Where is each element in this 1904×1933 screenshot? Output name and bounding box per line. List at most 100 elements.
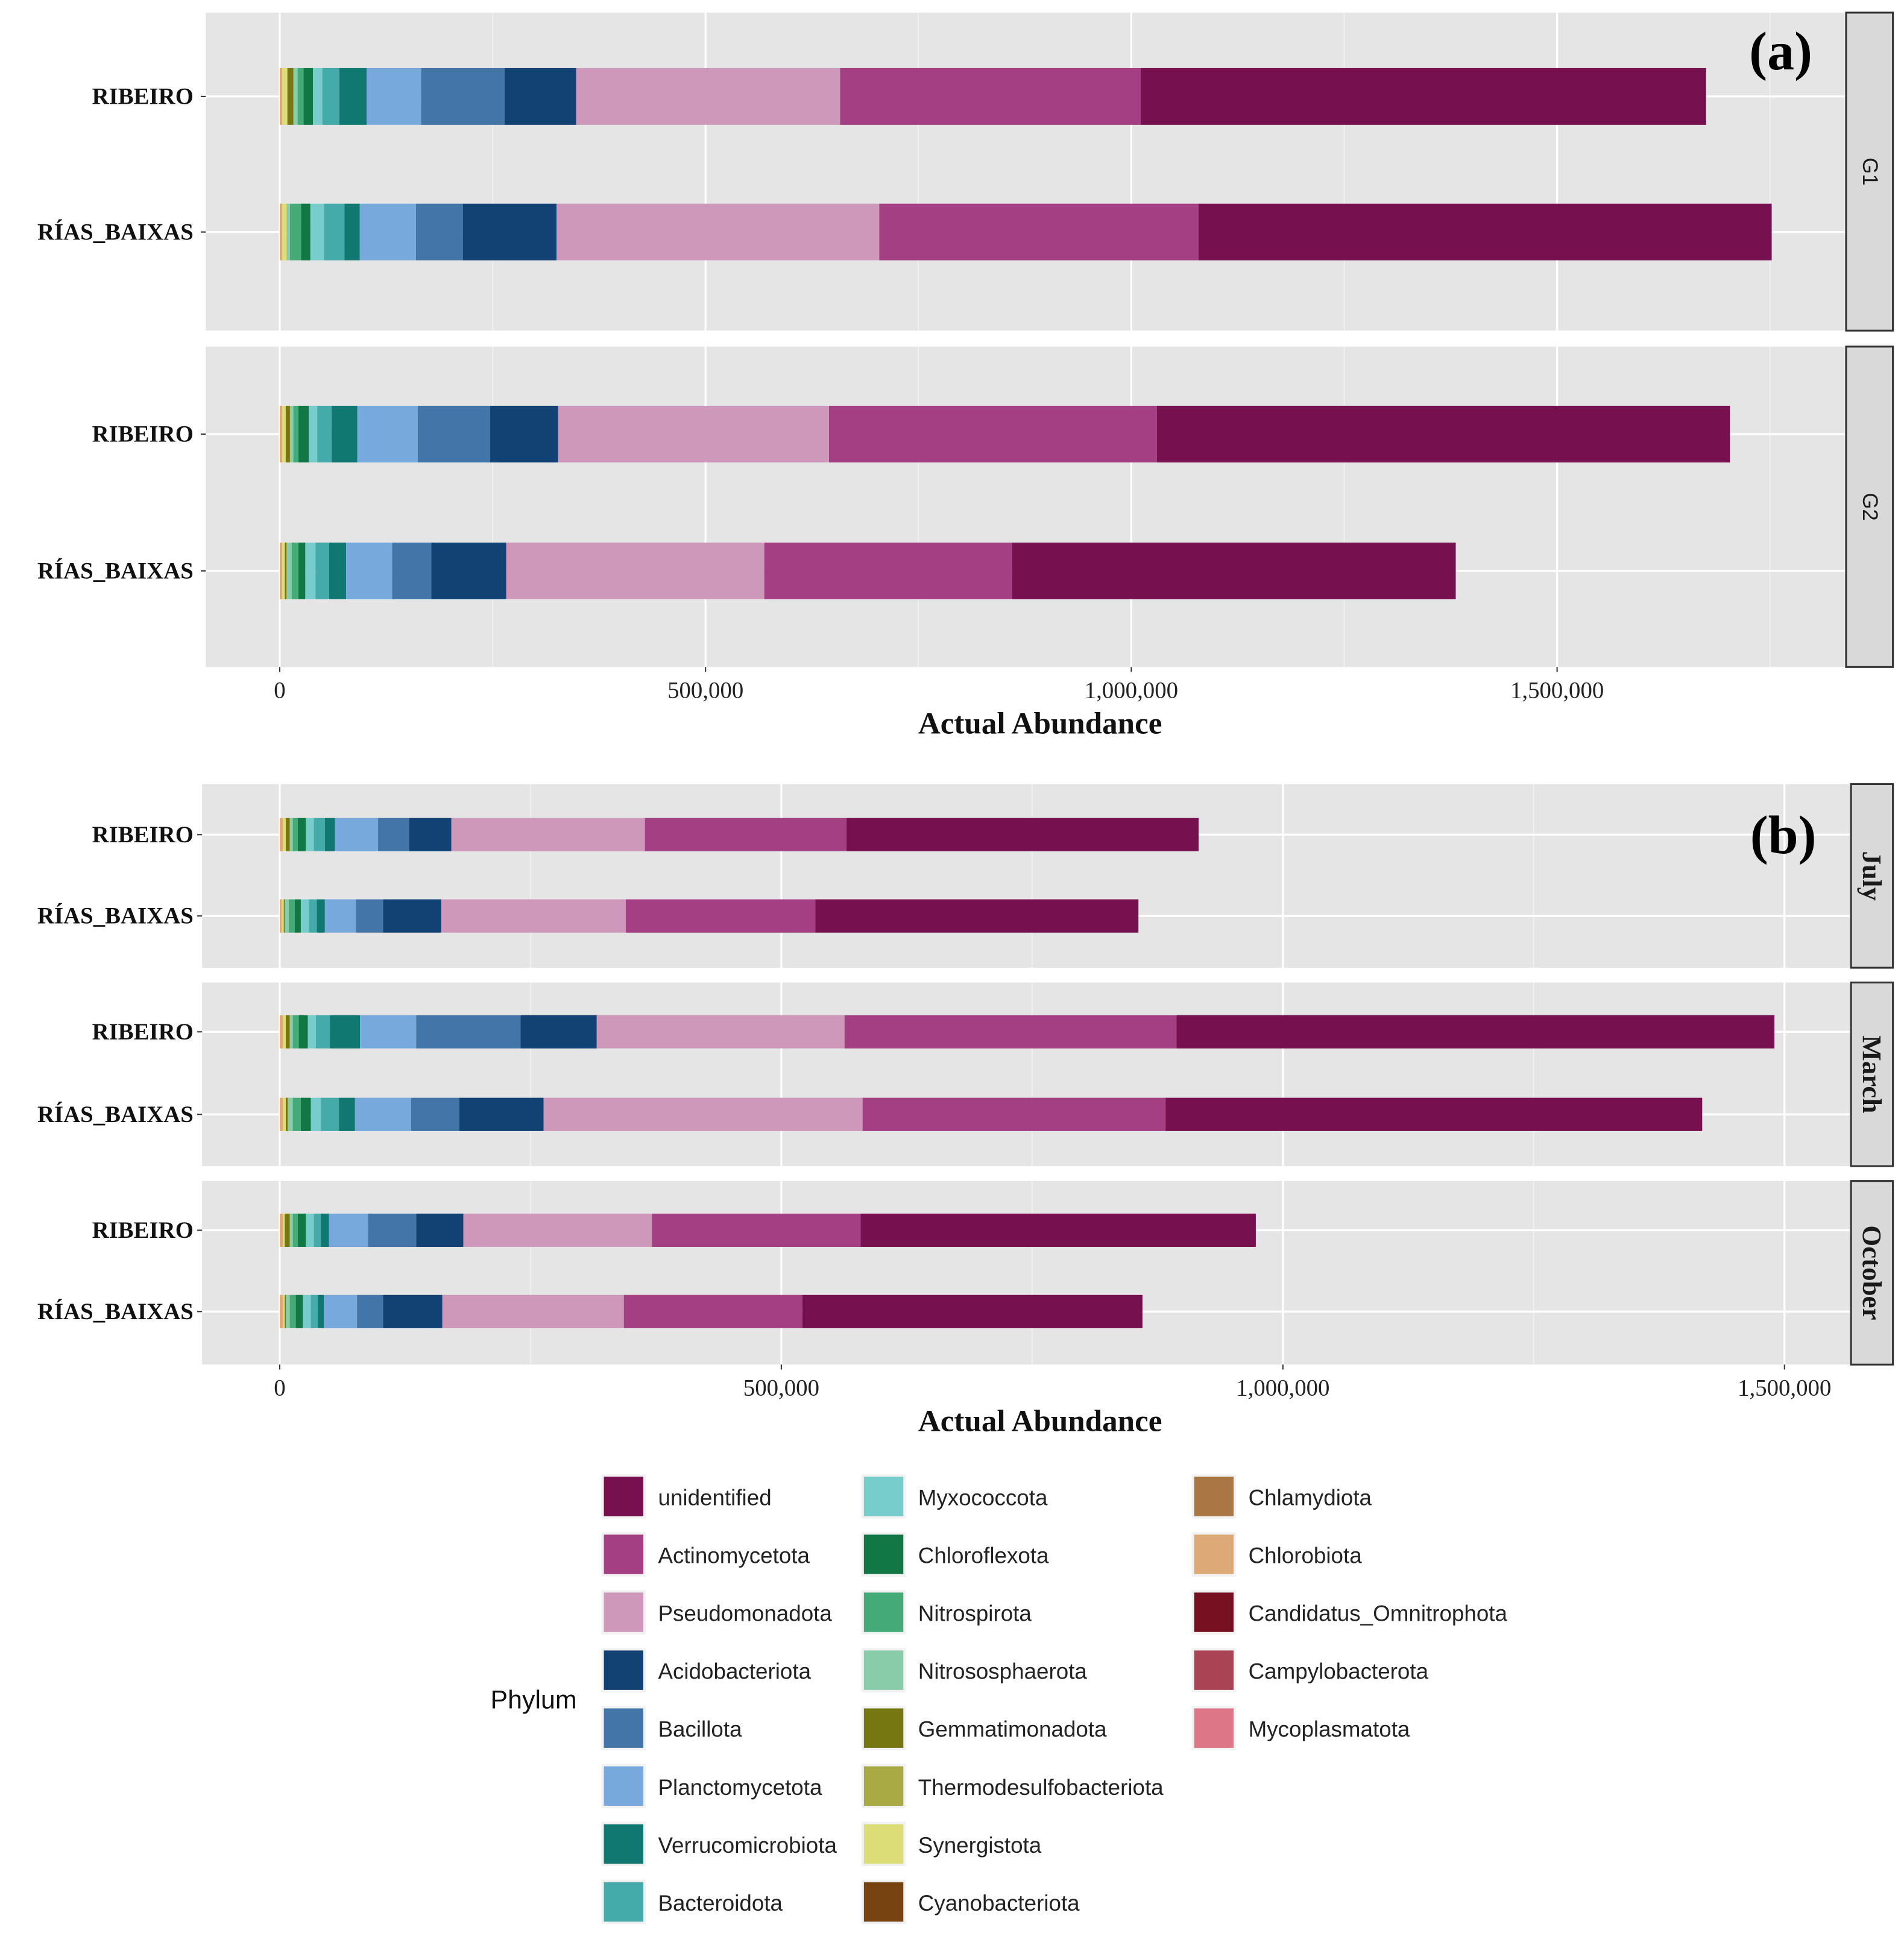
- bar-segment-actinomycetota: [879, 203, 1199, 260]
- bar-segment-actinomycetota: [862, 1097, 1166, 1131]
- panel-b: July RIBEIRO RÍAS_BAIXAS March RIBEIRO RÍAS_B…: [37, 783, 1894, 1439]
- bar-segment-verrucomicrobiota: [339, 1097, 355, 1131]
- bar-segment-acidobacteriota: [504, 68, 576, 125]
- bar-segment-gemmatimonadota: [285, 1294, 286, 1328]
- legend-label: Campylobacterota: [1249, 1659, 1429, 1684]
- bar-segment-planctomycetota: [346, 542, 392, 599]
- bar-segment-nitrospirota: [289, 1294, 296, 1328]
- legend-swatch: [863, 1766, 904, 1806]
- legend-label: Mycoplasmatota: [1249, 1717, 1410, 1742]
- bar-segment-gemmatimonadota: [287, 68, 294, 125]
- panel-label: (b): [1750, 806, 1817, 865]
- bar-segment-nitrospirota: [288, 899, 295, 933]
- legend-item: Mycoplasmatota: [1191, 1706, 1410, 1750]
- bar-segment-synergistota: [282, 405, 286, 462]
- legend-item: Synergistota: [861, 1821, 1042, 1867]
- row-label: RIBEIRO: [92, 1217, 194, 1243]
- bar-segment-planctomycetota: [359, 203, 416, 260]
- bar-segment-bacillota: [411, 1097, 459, 1131]
- legend-label: Verrucomicrobiota: [658, 1833, 837, 1858]
- bar-segment-acidobacteriota: [431, 542, 506, 599]
- legend-swatch: [863, 1650, 904, 1690]
- facet-g2: G2 RIBEIRO RÍAS_BAIXAS: [37, 345, 1894, 668]
- bar-segment-pseudomonadota: [558, 405, 829, 462]
- plot-background: [202, 982, 1850, 1167]
- legend-label: Nitrososphaerota: [918, 1659, 1088, 1684]
- row-label: RIBEIRO: [92, 83, 194, 109]
- bar-segment-myxococcota: [309, 405, 318, 462]
- legend-item: Thermodesulfobacteriota: [861, 1764, 1164, 1809]
- bar-segment-unidentified: [1198, 203, 1772, 260]
- bar-segment-gemmatimonadota: [285, 405, 290, 462]
- panel-label: (a): [1749, 22, 1812, 81]
- legend-swatch: [604, 1534, 643, 1574]
- bar-segment-pseudomonadota: [556, 203, 880, 260]
- legend-swatch: [863, 1824, 904, 1864]
- bar-segment-verrucomicrobiota: [332, 405, 358, 462]
- legend-item: Bacillota: [601, 1706, 742, 1750]
- bar-segment-unidentified: [1156, 405, 1730, 462]
- legend-title: Phylum: [491, 1685, 577, 1714]
- bar-segment-bacteroidota: [322, 68, 339, 125]
- bar-segment-unidentified: [1140, 68, 1706, 125]
- bar-segment-bacteroidota: [311, 1294, 318, 1328]
- legend-swatch: [863, 1592, 904, 1632]
- bar-segment-pseudomonadota: [463, 1213, 652, 1247]
- bar-segment-verrucomicrobiota: [318, 1294, 324, 1328]
- facet-strip: [1845, 11, 1894, 332]
- bar-segment-synergistota: [282, 1097, 286, 1131]
- row-label: RÍAS_BAIXAS: [37, 219, 194, 245]
- row-label: RIBEIRO: [92, 822, 194, 848]
- legend-swatch: [863, 1477, 904, 1516]
- legend-label: Myxococcota: [918, 1485, 1048, 1510]
- bar-segment-acidobacteriota: [383, 899, 441, 933]
- legend-item: Myxococcota: [861, 1474, 1048, 1519]
- bar-segment-nitrososphaerota: [286, 542, 292, 599]
- bar-segment-pseudomonadota: [441, 899, 626, 933]
- bar-segment-nitrososphaerota: [286, 203, 290, 260]
- bar-segment-acidobacteriota: [520, 1015, 597, 1048]
- legend-swatch: [604, 1708, 643, 1748]
- bar-segment-chloroflexota: [298, 542, 306, 599]
- bar-segment-verrucomicrobiota: [321, 1213, 329, 1247]
- legend-label: Acidobacteriota: [658, 1659, 812, 1684]
- bar-segment-acidobacteriota: [383, 1294, 443, 1328]
- bar-segment-pseudomonadota: [543, 1097, 863, 1131]
- row-label: RÍAS_BAIXAS: [37, 1299, 194, 1325]
- bar-segment-nitrososphaerota: [293, 68, 298, 125]
- bar-segment-chlorobiota: [279, 68, 283, 125]
- bar-segment-myxococcota: [306, 1213, 314, 1247]
- bar-segment-bacillota: [392, 542, 432, 599]
- bar-segment-synergistota: [282, 68, 288, 125]
- facet-strip: [1850, 1180, 1894, 1366]
- bar-segment-myxococcota: [307, 1015, 316, 1048]
- bar-segment-verrucomicrobiota: [330, 1015, 361, 1048]
- bar-segment-gemmatimonadota: [285, 542, 287, 599]
- bar-segment-unidentified: [1176, 1015, 1775, 1048]
- legend-item: unidentified: [601, 1474, 772, 1519]
- bar-segment-chlorobiota: [279, 1294, 283, 1328]
- bar-segment-myxococcota: [306, 818, 314, 851]
- legend-label: Thermodesulfobacteriota: [918, 1775, 1164, 1800]
- facet-july: July RIBEIRO RÍAS_BAIXAS: [37, 783, 1894, 969]
- facet-strip-label: October: [1857, 1225, 1887, 1320]
- bar-segment-acidobacteriota: [462, 203, 557, 260]
- bar-segment-myxococcota: [305, 542, 316, 599]
- bar-segment-unidentified: [860, 1213, 1256, 1247]
- legend-label: Pseudomonadota: [658, 1601, 833, 1626]
- bar-segment-bacillota: [416, 1015, 521, 1048]
- bar-segment-unidentified: [1012, 542, 1456, 599]
- plot-background: [206, 346, 1845, 667]
- bar-segment-unidentified: [1165, 1097, 1703, 1131]
- bar-segment-actinomycetota: [652, 1213, 861, 1247]
- legend-swatch: [604, 1650, 643, 1690]
- bar-segment-planctomycetota: [324, 1294, 358, 1328]
- bar-segment-actinomycetota: [645, 818, 847, 851]
- legend-item: Campylobacterota: [1191, 1648, 1429, 1692]
- bar-segment-synergistota: [282, 1015, 286, 1048]
- legend-swatch: [604, 1766, 643, 1806]
- bar-segment-actinomycetota: [844, 1015, 1177, 1048]
- bar-segment-nitrospirota: [292, 1015, 299, 1048]
- bar-segment-chloroflexota: [295, 1294, 303, 1328]
- bar-segment-actinomycetota: [764, 542, 1012, 599]
